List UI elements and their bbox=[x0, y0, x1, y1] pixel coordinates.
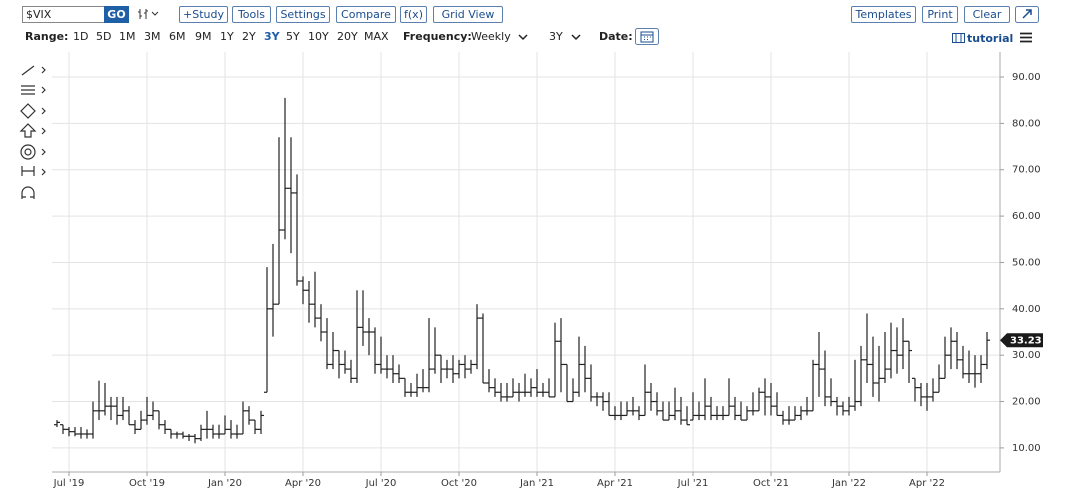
function-button[interactable]: f(x) bbox=[400, 6, 427, 23]
go-button[interactable]: GO bbox=[104, 6, 129, 23]
x-tick-label: Jan '20 bbox=[207, 478, 242, 489]
settings-button[interactable]: Settings bbox=[276, 6, 330, 23]
x-tick-label: Apr '22 bbox=[909, 478, 945, 489]
study-button[interactable]: +Study bbox=[179, 6, 228, 23]
x-tick-label: Apr '20 bbox=[285, 478, 321, 489]
frequency-chevron[interactable] bbox=[518, 33, 528, 41]
range-option[interactable]: 20Y bbox=[337, 30, 358, 43]
x-tick-label: Oct '21 bbox=[753, 478, 789, 489]
menu-button[interactable] bbox=[1019, 32, 1033, 43]
y-tick-label: 40.00 bbox=[1012, 304, 1041, 315]
grid bbox=[52, 52, 1000, 472]
y-tick-label: 30.00 bbox=[1012, 350, 1041, 361]
range-option[interactable]: 5Y bbox=[286, 30, 300, 43]
y-tick-label: 20.00 bbox=[1012, 397, 1041, 408]
x-tick-label: Jan '22 bbox=[831, 478, 866, 489]
range-option[interactable]: 1Y bbox=[220, 30, 234, 43]
expand-button[interactable] bbox=[1015, 6, 1039, 23]
last-price-label: 33.23 bbox=[1010, 336, 1042, 347]
templates-button[interactable]: Templates bbox=[851, 6, 916, 23]
range-option[interactable]: 9M bbox=[195, 30, 212, 43]
compare-button[interactable]: Compare bbox=[336, 6, 396, 23]
period-select[interactable]: 3Y bbox=[549, 30, 563, 43]
x-tick-label: Jul '19 bbox=[53, 478, 85, 489]
frequency-select[interactable]: Weekly bbox=[471, 30, 511, 43]
last-price-badge bbox=[1000, 333, 1043, 348]
range-option[interactable]: MAX bbox=[364, 30, 389, 43]
grid-view-button[interactable]: Grid View bbox=[433, 6, 503, 23]
range-option[interactable]: 1D bbox=[73, 30, 89, 43]
y-tick-label: 70.00 bbox=[1012, 165, 1041, 176]
range-option[interactable]: 10Y bbox=[308, 30, 329, 43]
x-tick-label: Oct '20 bbox=[441, 478, 477, 489]
date-label: Date: bbox=[599, 30, 633, 43]
range-option[interactable]: 3Y bbox=[264, 30, 280, 43]
x-tick-label: Jul '20 bbox=[365, 478, 397, 489]
print-button[interactable]: Print bbox=[922, 6, 958, 23]
range-option[interactable]: 6M bbox=[169, 30, 186, 43]
x-tick-label: Jan '21 bbox=[519, 478, 554, 489]
chart-type-menu[interactable] bbox=[137, 7, 163, 21]
x-tick-label: Jul '21 bbox=[677, 478, 709, 489]
tutorial-link[interactable]: tutorial bbox=[967, 32, 1014, 45]
y-tick-label: 80.00 bbox=[1012, 118, 1041, 129]
tools-button[interactable]: Tools bbox=[232, 6, 271, 23]
drawing-tools bbox=[19, 65, 46, 199]
range-label: Range: bbox=[25, 30, 69, 43]
range-option[interactable]: 2Y bbox=[242, 30, 256, 43]
y-tick-label: 60.00 bbox=[1012, 211, 1041, 222]
range-option[interactable]: 5D bbox=[96, 30, 112, 43]
date-picker[interactable] bbox=[635, 28, 659, 45]
x-tick-label: Oct '19 bbox=[129, 478, 165, 489]
symbol-input[interactable]: $VIX bbox=[22, 6, 107, 23]
y-tick-label: 10.00 bbox=[1012, 443, 1041, 454]
range-option[interactable]: 3M bbox=[144, 30, 161, 43]
period-chevron[interactable] bbox=[571, 33, 581, 41]
tutorial-icon[interactable] bbox=[952, 33, 966, 44]
range-option[interactable]: 1M bbox=[119, 30, 136, 43]
clear-button[interactable]: Clear bbox=[964, 6, 1010, 23]
y-tick-label: 50.00 bbox=[1012, 257, 1041, 268]
frequency-label: Frequency: bbox=[403, 30, 472, 43]
x-tick-label: Apr '21 bbox=[597, 478, 633, 489]
y-tick-label: 90.00 bbox=[1012, 72, 1041, 83]
ohlc-bars bbox=[54, 97, 990, 444]
